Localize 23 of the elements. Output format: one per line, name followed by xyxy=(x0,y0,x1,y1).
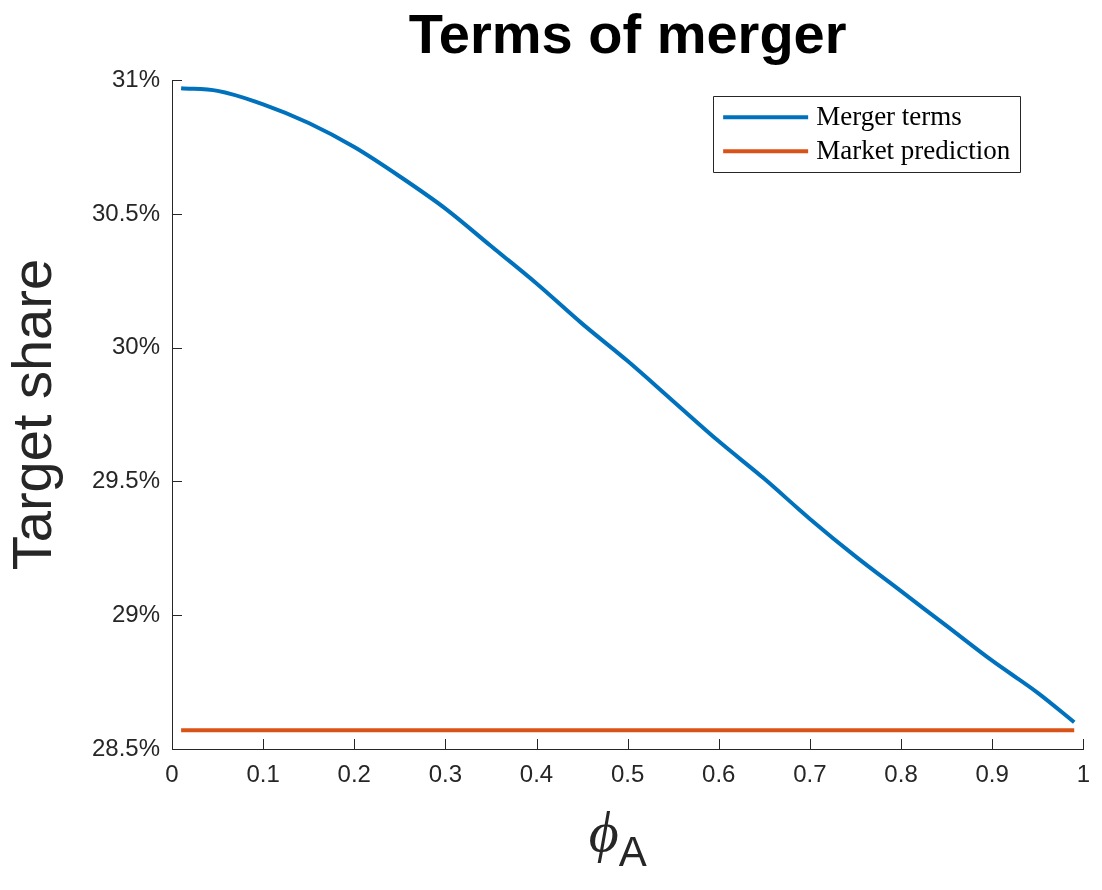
x-tick-label: 0.9 xyxy=(975,760,1009,788)
x-tick-label: 0.5 xyxy=(610,760,645,788)
y-tick-label: 29% xyxy=(111,599,160,627)
y-tick-label: 28.5% xyxy=(91,733,160,761)
chart-title: Terms of merger xyxy=(408,2,847,66)
y-tick-label: 30.5% xyxy=(91,198,160,226)
x-tick-label: 0.2 xyxy=(337,760,371,788)
x-tick-label: 0.4 xyxy=(519,760,554,788)
x-tick-label: 0.6 xyxy=(702,760,736,788)
x-tick-label: 0.1 xyxy=(246,760,280,788)
x-tick-label: 0.8 xyxy=(884,760,918,788)
y-tick-label: 29.5% xyxy=(91,466,160,494)
x-tick-label: 0.7 xyxy=(793,760,827,788)
x-tick-label: 0.3 xyxy=(428,760,463,788)
line-series xyxy=(179,86,1077,725)
x-axis-title: ϕ$_{A}$ xyxy=(587,799,648,875)
y-tick-label: 31% xyxy=(111,64,160,92)
y-tick-label: 30% xyxy=(111,332,160,360)
legend-label: Merger terms xyxy=(816,101,962,132)
y-axis-title: Target share xyxy=(0,258,64,571)
legend-label: Market prediction xyxy=(816,135,1011,166)
x-tick-label: 1 xyxy=(1076,760,1091,788)
x-tick-label: 0 xyxy=(165,760,179,788)
